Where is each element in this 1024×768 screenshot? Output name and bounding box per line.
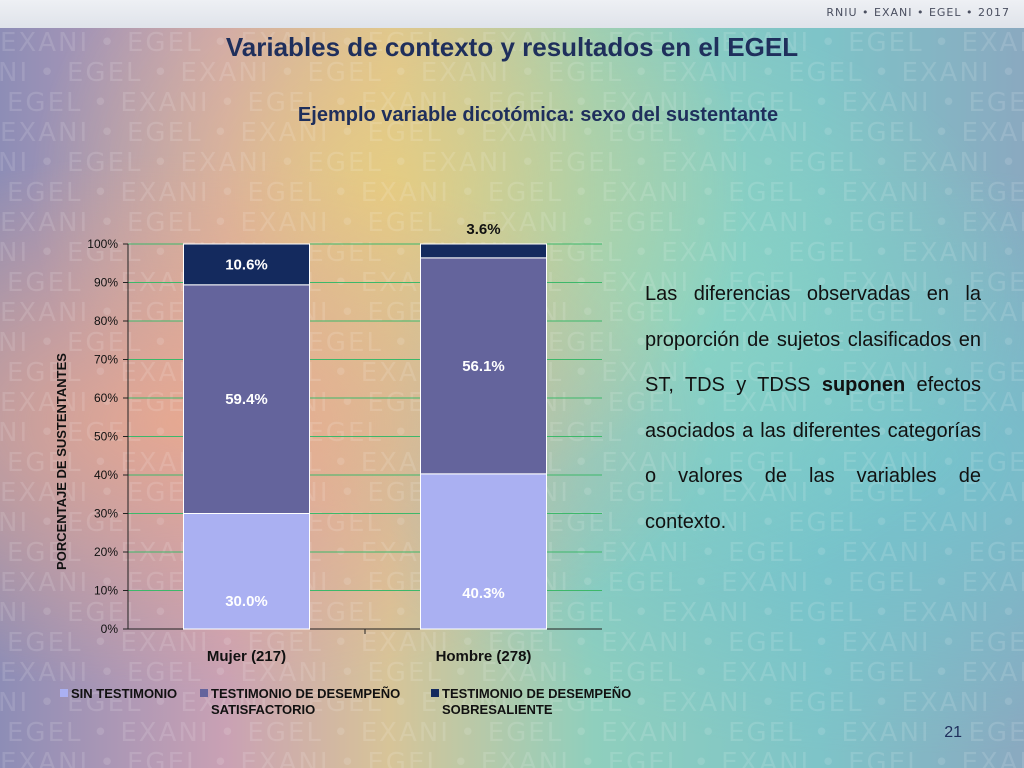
y-axis-title: PORCENTAJE DE SUSTENTANTES	[54, 353, 69, 570]
x-category-label: Mujer (217)	[207, 648, 286, 665]
paragraph-text-1: Las diferencias observadas en la proporc…	[645, 283, 981, 396]
legend-label-line1: TESTIMONIO DE DESEMPEÑO	[211, 686, 401, 701]
y-tick-label: 90%	[94, 276, 118, 290]
data-label: 3.6%	[466, 221, 500, 238]
y-tick-label: 50%	[94, 430, 118, 444]
legend-swatch	[431, 689, 439, 697]
data-label: 10.6%	[225, 256, 268, 273]
explanation-paragraph: Las diferencias observadas en la proporc…	[645, 272, 981, 545]
bar-segment	[420, 473, 547, 630]
paragraph-text-2: efectos asociados a las diferentes categ…	[645, 374, 981, 533]
data-label: 40.3%	[462, 585, 505, 602]
slide-title: Variables de contexto y resultados en el…	[225, 32, 799, 62]
legend-label-line1: TESTIMONIO DE DESEMPEÑO	[442, 686, 632, 701]
brand-logo-text: RNIU • EXANI • EGEL • 2017	[826, 6, 1010, 19]
legend-label: SIN TESTIMONIO	[71, 686, 178, 701]
bar-segment	[420, 243, 547, 259]
bar-segment	[420, 257, 547, 475]
header-strip: RNIU • EXANI • EGEL • 2017	[0, 0, 1024, 28]
data-label: 30.0%	[225, 593, 268, 610]
legend-label-line2: SATISFACTORIO	[211, 702, 316, 717]
y-tick-label: 40%	[94, 468, 118, 482]
y-tick-label: 30%	[94, 507, 118, 521]
y-tick-label: 0%	[101, 622, 119, 636]
y-tick-label: 80%	[94, 314, 118, 328]
bar-segment	[183, 284, 310, 514]
legend-label-line2: SOBRESALIENTE	[442, 702, 553, 717]
page-number: 21	[944, 724, 962, 741]
data-label: 59.4%	[225, 391, 268, 408]
x-category-label: Hombre (278)	[436, 648, 532, 665]
slide-subtitle: Ejemplo variable dicotómica: sexo del su…	[297, 104, 779, 126]
y-tick-label: 20%	[94, 545, 118, 559]
y-tick-label: 60%	[94, 391, 118, 405]
legend-swatch	[200, 689, 208, 697]
y-tick-label: 10%	[94, 584, 118, 598]
paragraph-bold-word: suponen	[821, 374, 906, 396]
y-tick-label: 70%	[94, 353, 118, 367]
bar-segment	[183, 513, 310, 630]
y-tick-label: 100%	[87, 237, 118, 251]
data-label: 56.1%	[462, 358, 505, 375]
legend-swatch	[60, 689, 68, 697]
bar-segment	[183, 243, 310, 286]
